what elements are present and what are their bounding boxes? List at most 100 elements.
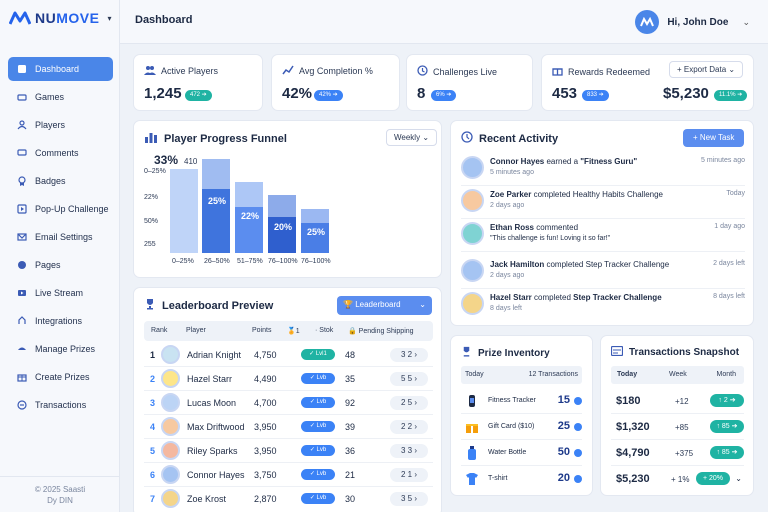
y-tick-label: 22% bbox=[144, 194, 159, 201]
leaderboard-button[interactable]: 🏆 Leaderboard ⌄ bbox=[337, 296, 432, 315]
leaderboard-button-label: Leaderboard bbox=[355, 300, 401, 309]
sidebar-item-comments[interactable]: Comments bbox=[8, 141, 113, 165]
sidebar-item-games[interactable]: Games bbox=[8, 85, 113, 109]
sidebar-item-label: Pop-Up Challenge bbox=[35, 204, 109, 214]
table-row[interactable]: 4 Max Driftwood 3,950 ✓ Lvb 39 2 2 › bbox=[144, 415, 433, 439]
avatar bbox=[461, 292, 484, 315]
table-row[interactable]: 7 Zoe Krost 2,870 ✓ Lvb 30 3 5 › bbox=[144, 487, 433, 511]
table-row[interactable]: $1,320 +85 ↑ 85 ➔ bbox=[611, 414, 744, 440]
activity-sub: "This challenge is fun! Loving it so far… bbox=[490, 235, 611, 242]
table-row[interactable]: 2 Hazel Starr 4,490 ✓ Lvb 35 5 5 › bbox=[144, 367, 433, 391]
player-name: Riley Sparks bbox=[187, 446, 238, 456]
week-change: +12 bbox=[675, 397, 689, 406]
pending-shipping[interactable]: 5 5 › bbox=[390, 372, 428, 386]
sidebar-item-create-prizes[interactable]: Create Prizes bbox=[8, 365, 113, 389]
brand-logo[interactable]: NUMOVE ▾ bbox=[9, 10, 111, 26]
funnel-card: Player Progress Funnel Weekly ⌄ 33% 410 … bbox=[133, 120, 442, 278]
player-name: Hazel Starr bbox=[187, 374, 233, 384]
pending-shipping[interactable]: 2 1 › bbox=[390, 468, 428, 482]
avatar[interactable] bbox=[635, 10, 660, 34]
period-select[interactable]: Weekly ⌄ bbox=[386, 129, 438, 146]
new-task-button[interactable]: + New Task bbox=[683, 129, 745, 147]
activity-item[interactable]: Ethan Ross commented "This challenge is … bbox=[461, 219, 745, 252]
activity-item[interactable]: Zoe Parker completed Healthy Habits Chal… bbox=[461, 186, 745, 219]
week-change: +85 bbox=[675, 423, 689, 432]
activity-sub: 8 days left bbox=[490, 305, 522, 312]
transactions-header: Today Week Month bbox=[611, 366, 744, 384]
table-row[interactable]: $5,230 + 1% + 20% ⌄ bbox=[611, 466, 744, 492]
prize-qty: 20 bbox=[557, 472, 570, 484]
avatar bbox=[461, 189, 484, 212]
list-item[interactable]: Water Bottle 50 bbox=[461, 440, 582, 466]
stat-card-rewards-redeemed: Rewards Redeemed + Export Data ⌄ 453 833… bbox=[541, 54, 754, 111]
chevron-down-icon[interactable]: ⌄ bbox=[735, 474, 742, 483]
pending-shipping[interactable]: 2 2 › bbox=[390, 420, 428, 434]
user-menu[interactable]: Hi, John Doe ⌄ bbox=[635, 10, 750, 34]
activity-item[interactable]: Hazel Starr completed Step Tracker Chall… bbox=[461, 289, 745, 322]
sidebar-item-popup-challenge[interactable]: Pop-Up Challenge bbox=[8, 197, 113, 221]
sidebar-item-label: Email Settings bbox=[35, 232, 93, 242]
chevron-down-icon: ⌄ bbox=[728, 65, 736, 74]
sidebar-item-integrations[interactable]: Integrations bbox=[8, 309, 113, 333]
sidebar-item-transactions[interactable]: Transactions bbox=[8, 393, 113, 417]
today-amount: $1,320 bbox=[616, 421, 650, 433]
points: 3,950 bbox=[254, 446, 277, 456]
sidebar-item-pages[interactable]: Pages bbox=[8, 253, 113, 277]
pending-shipping[interactable]: 2 5 › bbox=[390, 396, 428, 410]
activity-time: Today bbox=[726, 190, 745, 197]
comments-icon bbox=[16, 148, 27, 159]
points: 4,750 bbox=[254, 350, 277, 360]
table-row[interactable]: 1 Adrian Knight 4,750 ✓ Lvl1 48 3 2 › bbox=[144, 343, 433, 367]
points: 2,870 bbox=[254, 494, 277, 504]
sidebar-item-label: Pages bbox=[35, 260, 61, 270]
prize-name: Gift Card ($10) bbox=[488, 423, 535, 430]
activity-user: Connor Hayes bbox=[490, 157, 545, 166]
home-icon bbox=[16, 64, 27, 75]
table-row[interactable]: 5 Riley Sparks 3,950 ✓ Lvb 36 3 3 › bbox=[144, 439, 433, 463]
sidebar-footer: © 2025 Saasti Dy DIN bbox=[0, 484, 120, 506]
pending-shipping[interactable]: 3 5 › bbox=[390, 492, 428, 506]
activity-sub: 2 days ago bbox=[490, 202, 525, 209]
x-tick-label: 51–75% bbox=[237, 258, 263, 265]
chevron-down-icon[interactable]: ⌄ bbox=[742, 16, 750, 27]
list-item[interactable]: Gift Card ($10) 25 bbox=[461, 414, 582, 440]
table-row[interactable]: $180 +12 ↑ 2 ➔ bbox=[611, 388, 744, 414]
sidebar-item-players[interactable]: Players bbox=[8, 113, 113, 137]
list-item[interactable]: Fitness Tracker 15 bbox=[461, 388, 582, 414]
points: 4,490 bbox=[254, 374, 277, 384]
x-tick-label: 26–50% bbox=[204, 258, 230, 265]
activity-user: Jack Hamilton bbox=[490, 260, 545, 269]
sidebar-item-dashboard[interactable]: Dashboard bbox=[8, 57, 113, 81]
sidebar-item-label: Integrations bbox=[35, 316, 83, 326]
col-player: Player bbox=[186, 327, 206, 334]
x-tick-label: 0–25% bbox=[172, 258, 194, 265]
sidebar-item-manage-prizes[interactable]: Manage Prizes bbox=[8, 337, 113, 361]
table-row[interactable]: $4,790 +375 ↑ 85 ➔ bbox=[611, 440, 744, 466]
pending-shipping[interactable]: 3 2 › bbox=[390, 348, 428, 362]
chevron-down-icon[interactable]: ▾ bbox=[107, 13, 112, 23]
activity-sub: 5 minutes ago bbox=[490, 169, 534, 176]
sidebar-item-live-stream[interactable]: Live Stream bbox=[8, 281, 113, 305]
sidebar-item-email-settings[interactable]: Email Settings bbox=[8, 225, 113, 249]
activity-item[interactable]: Connor Hayes earned a "Fitness Guru" 5 m… bbox=[461, 153, 745, 186]
tracker-icon bbox=[469, 395, 475, 407]
export-data-button[interactable]: + Export Data ⌄ bbox=[669, 61, 744, 78]
table-row[interactable]: 6 Connor Hayes 3,750 ✓ Lvb 21 2 1 › bbox=[144, 463, 433, 487]
email-icon bbox=[16, 232, 27, 243]
rank: 6 bbox=[150, 470, 156, 480]
sidebar-item-label: Dashboard bbox=[35, 64, 80, 74]
table-row[interactable]: 3 Lucas Moon 4,700 ✓ Lvb 92 2 5 › bbox=[144, 391, 433, 415]
pending-shipping[interactable]: 3 3 › bbox=[390, 444, 428, 458]
player-name: Zoe Krost bbox=[187, 494, 227, 504]
chevron-down-icon: ⌄ bbox=[419, 300, 426, 309]
status-badge: 11.1% ➔ bbox=[714, 90, 748, 101]
funnel-bar-highlight bbox=[202, 159, 230, 189]
activity-text: completed Step Tracker Challenge bbox=[544, 260, 670, 269]
activity-item[interactable]: Jack Hamilton completed Step Tracker Cha… bbox=[461, 256, 745, 289]
sidebar: NUMOVE ▾ Dashboard Games Players Comment… bbox=[0, 0, 120, 512]
sidebar-item-badges[interactable]: Badges bbox=[8, 169, 113, 193]
stat-card-challenges-live: Challenges Live 8 6% ➔ bbox=[406, 54, 533, 111]
transactions-icon bbox=[610, 345, 624, 359]
chevron-down-icon: ⌄ bbox=[422, 133, 430, 142]
list-item[interactable]: T-shirt 20 bbox=[461, 466, 582, 492]
